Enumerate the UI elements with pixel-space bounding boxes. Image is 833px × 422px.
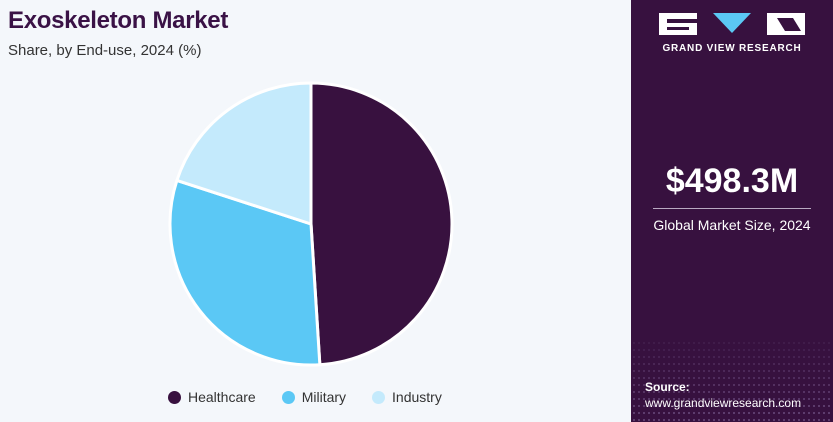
market-size-label: Global Market Size, 2024 — [653, 217, 811, 233]
chart-panel: Exoskeleton Market Share, by End-use, 20… — [8, 7, 468, 407]
pie-slice-healthcare — [309, 81, 454, 367]
legend-swatch-icon — [281, 390, 295, 404]
legend-label: Military — [301, 389, 347, 405]
logo-mark-icon — [659, 13, 805, 35]
source-label: Source: — [645, 380, 690, 394]
pie-slice-industry — [175, 81, 313, 226]
chart-title: Exoskeleton Market — [8, 7, 229, 34]
legend-label: Industry — [392, 389, 442, 405]
legend-swatch-icon — [168, 390, 181, 404]
pie-chart — [168, 81, 454, 367]
legend-item-healthcare: Healthcare — [168, 389, 256, 405]
divider — [653, 208, 811, 209]
legend-label: Healthcare — [188, 389, 256, 405]
dot-pattern-decoration — [633, 342, 830, 421]
brand-logo: GRAND VIEW RESEARCH — [651, 13, 813, 54]
sidebar-panel: GRAND VIEW RESEARCH $498.3M Global Marke… — [631, 0, 833, 422]
legend-item-industry: Industry — [372, 389, 442, 405]
source-url: www.grandviewresearch.com — [645, 396, 802, 410]
chart-subtitle: Share, by End-use, 2024 (%) — [8, 42, 202, 59]
market-size-value: $498.3M — [665, 162, 799, 200]
chart-legend: Healthcare Military Industry — [168, 387, 468, 407]
legend-item-military: Military — [281, 389, 347, 405]
pie-slice-military — [168, 178, 322, 367]
legend-swatch-icon — [372, 390, 386, 404]
brand-name: GRAND VIEW RESEARCH — [662, 43, 802, 54]
